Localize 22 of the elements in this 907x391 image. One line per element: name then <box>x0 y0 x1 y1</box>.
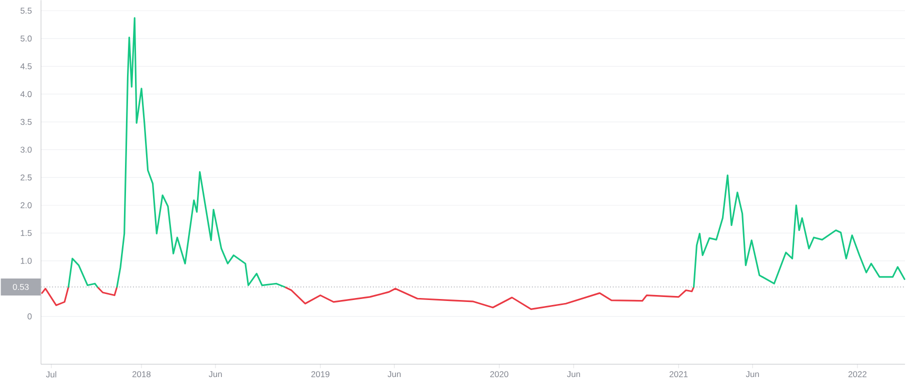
x-tick-label: Jun <box>567 371 580 378</box>
x-tick-label: 2018 <box>132 371 151 378</box>
y-tick-label: 5.0 <box>20 35 32 42</box>
ref-line-label: 0.53 <box>12 284 29 290</box>
x-tick-label: 2021 <box>670 371 688 378</box>
y-tick-label: 5.5 <box>20 8 32 14</box>
x-tick-label: 2022 <box>848 371 866 378</box>
x-tick-label: 2020 <box>490 371 508 378</box>
x-tick-label: Jul <box>46 371 56 378</box>
x-tick-label: Jun <box>388 371 401 378</box>
y-tick-label: 3.0 <box>20 146 32 153</box>
x-tick-label: Jun <box>746 371 759 378</box>
y-tick-label: 2.0 <box>20 202 32 208</box>
y-tick-label: 4.0 <box>20 91 32 98</box>
y-tick-label: 4.5 <box>20 63 32 70</box>
y-tick-label: 1.5 <box>20 230 32 236</box>
y-tick-label: 1.0 <box>20 258 32 264</box>
y-tick-label: 0 <box>28 313 32 320</box>
y-tick-label: 3.5 <box>20 118 32 125</box>
y-tick-label: 2.5 <box>20 174 32 180</box>
x-tick-label: 2019 <box>311 371 330 378</box>
x-tick-label: Jun <box>208 371 222 378</box>
